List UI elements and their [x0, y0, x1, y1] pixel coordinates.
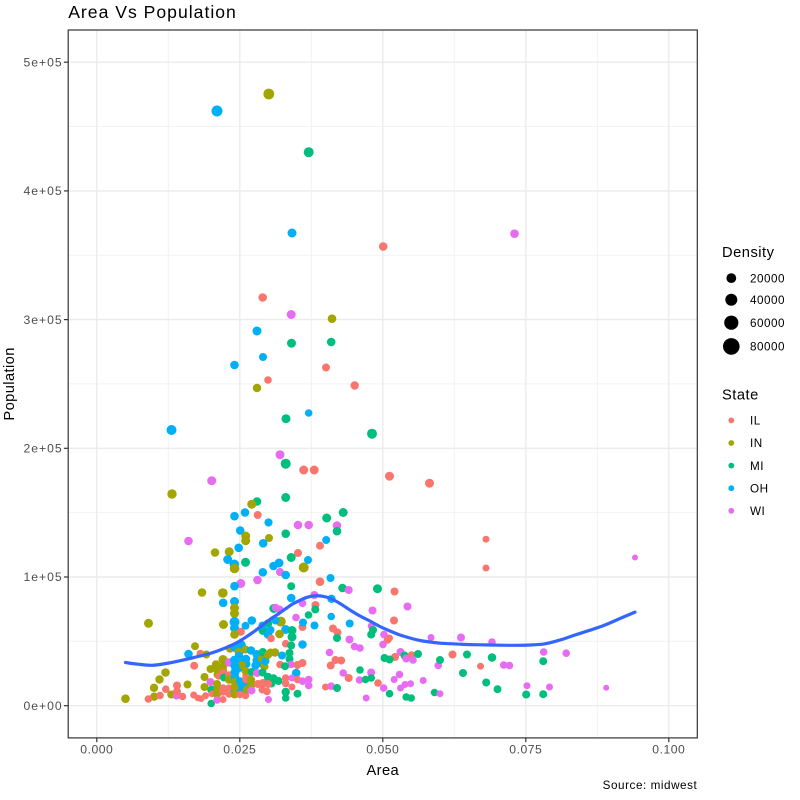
svg-text:3e+05: 3e+05	[23, 313, 62, 327]
svg-text:4e+05: 4e+05	[23, 184, 62, 198]
svg-text:MI: MI	[750, 460, 764, 473]
svg-text:Population: Population	[2, 347, 18, 420]
svg-text:0.000: 0.000	[80, 743, 113, 757]
svg-text:40000: 40000	[750, 294, 785, 307]
svg-text:2e+05: 2e+05	[23, 442, 62, 456]
svg-text:State: State	[722, 388, 759, 404]
svg-text:Source: midwest: Source: midwest	[603, 779, 698, 792]
svg-text:1e+05: 1e+05	[23, 570, 62, 584]
svg-text:IN: IN	[750, 437, 763, 450]
svg-text:0.100: 0.100	[652, 743, 685, 757]
svg-text:5e+05: 5e+05	[23, 55, 62, 69]
svg-text:Area: Area	[366, 763, 399, 779]
svg-text:60000: 60000	[750, 317, 785, 330]
svg-text:20000: 20000	[750, 272, 785, 285]
svg-text:OH: OH	[750, 482, 769, 495]
svg-text:IL: IL	[750, 415, 761, 428]
svg-text:WI: WI	[750, 505, 765, 518]
svg-text:Density: Density	[722, 245, 775, 261]
svg-text:0e+00: 0e+00	[23, 699, 62, 713]
svg-text:80000: 80000	[750, 341, 785, 354]
svg-text:0.050: 0.050	[366, 743, 399, 757]
svg-text:0.075: 0.075	[509, 743, 542, 757]
svg-text:Area Vs Population: Area Vs Population	[68, 2, 237, 22]
svg-text:0.025: 0.025	[223, 743, 256, 757]
